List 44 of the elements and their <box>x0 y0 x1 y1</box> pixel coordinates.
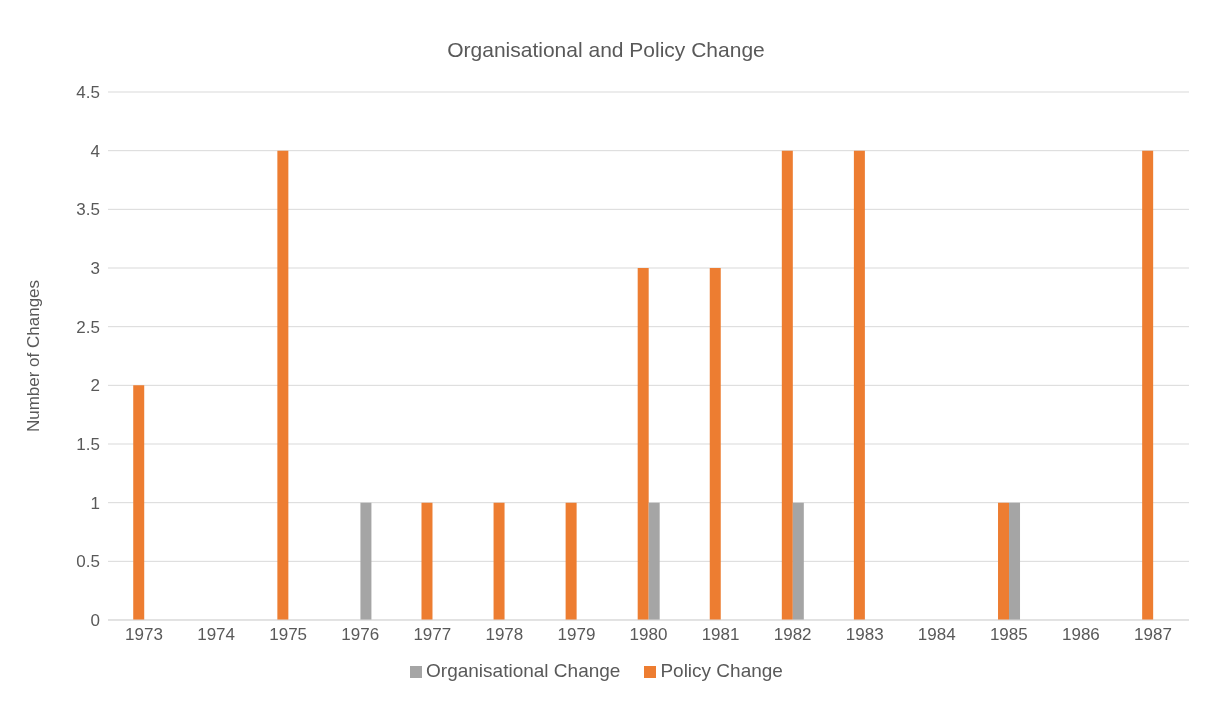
y-tick-label: 1 <box>90 493 100 513</box>
bar <box>1009 502 1021 620</box>
x-tick-label: 1977 <box>413 625 452 645</box>
x-tick-label: 1973 <box>125 625 163 645</box>
y-tick-label: 3 <box>90 259 100 279</box>
bar <box>493 502 505 620</box>
bar <box>998 502 1010 620</box>
bar <box>637 268 649 620</box>
x-tick-label: 1978 <box>485 625 524 645</box>
y-axis-title: Number of Changes <box>24 279 44 433</box>
x-tick-label: 1987 <box>1134 625 1172 645</box>
y-tick-label: 0 <box>90 611 100 631</box>
y-tick-label: 4.5 <box>76 83 100 103</box>
bar <box>360 502 372 620</box>
bar <box>1142 150 1154 620</box>
y-tick-label: 0.5 <box>76 552 100 572</box>
x-tick-label: 1979 <box>557 625 596 645</box>
legend-label: Organisational Change <box>426 660 621 681</box>
bar <box>565 502 577 620</box>
legend-label: Policy Change <box>660 660 783 681</box>
x-tick-label: 1981 <box>701 625 740 645</box>
y-tick-label: 1.5 <box>76 435 100 455</box>
bar <box>853 150 865 620</box>
x-tick-label: 1976 <box>341 625 380 645</box>
x-tick-label: 1975 <box>269 625 308 645</box>
x-tick-label: 1985 <box>989 625 1028 645</box>
bar <box>277 150 289 620</box>
y-tick-label: 3.5 <box>76 200 100 220</box>
x-tick-label: 1982 <box>773 625 812 645</box>
x-tick-label: 1986 <box>1061 625 1100 645</box>
y-tick-label: 2.5 <box>76 317 100 337</box>
x-tick-label: 1980 <box>629 625 668 645</box>
bar <box>421 502 433 620</box>
bar <box>781 150 793 620</box>
y-tick-label: 2 <box>90 376 100 396</box>
y-tick-label: 4 <box>90 141 100 161</box>
bar <box>709 268 721 620</box>
x-tick-label: 1984 <box>917 625 956 645</box>
x-tick-label: 1974 <box>197 625 236 645</box>
bar <box>648 502 660 620</box>
x-tick-label: 1983 <box>845 625 884 645</box>
bar <box>133 385 145 620</box>
bar <box>792 502 804 620</box>
chart-title: Organisational and Policy Change <box>446 37 766 63</box>
